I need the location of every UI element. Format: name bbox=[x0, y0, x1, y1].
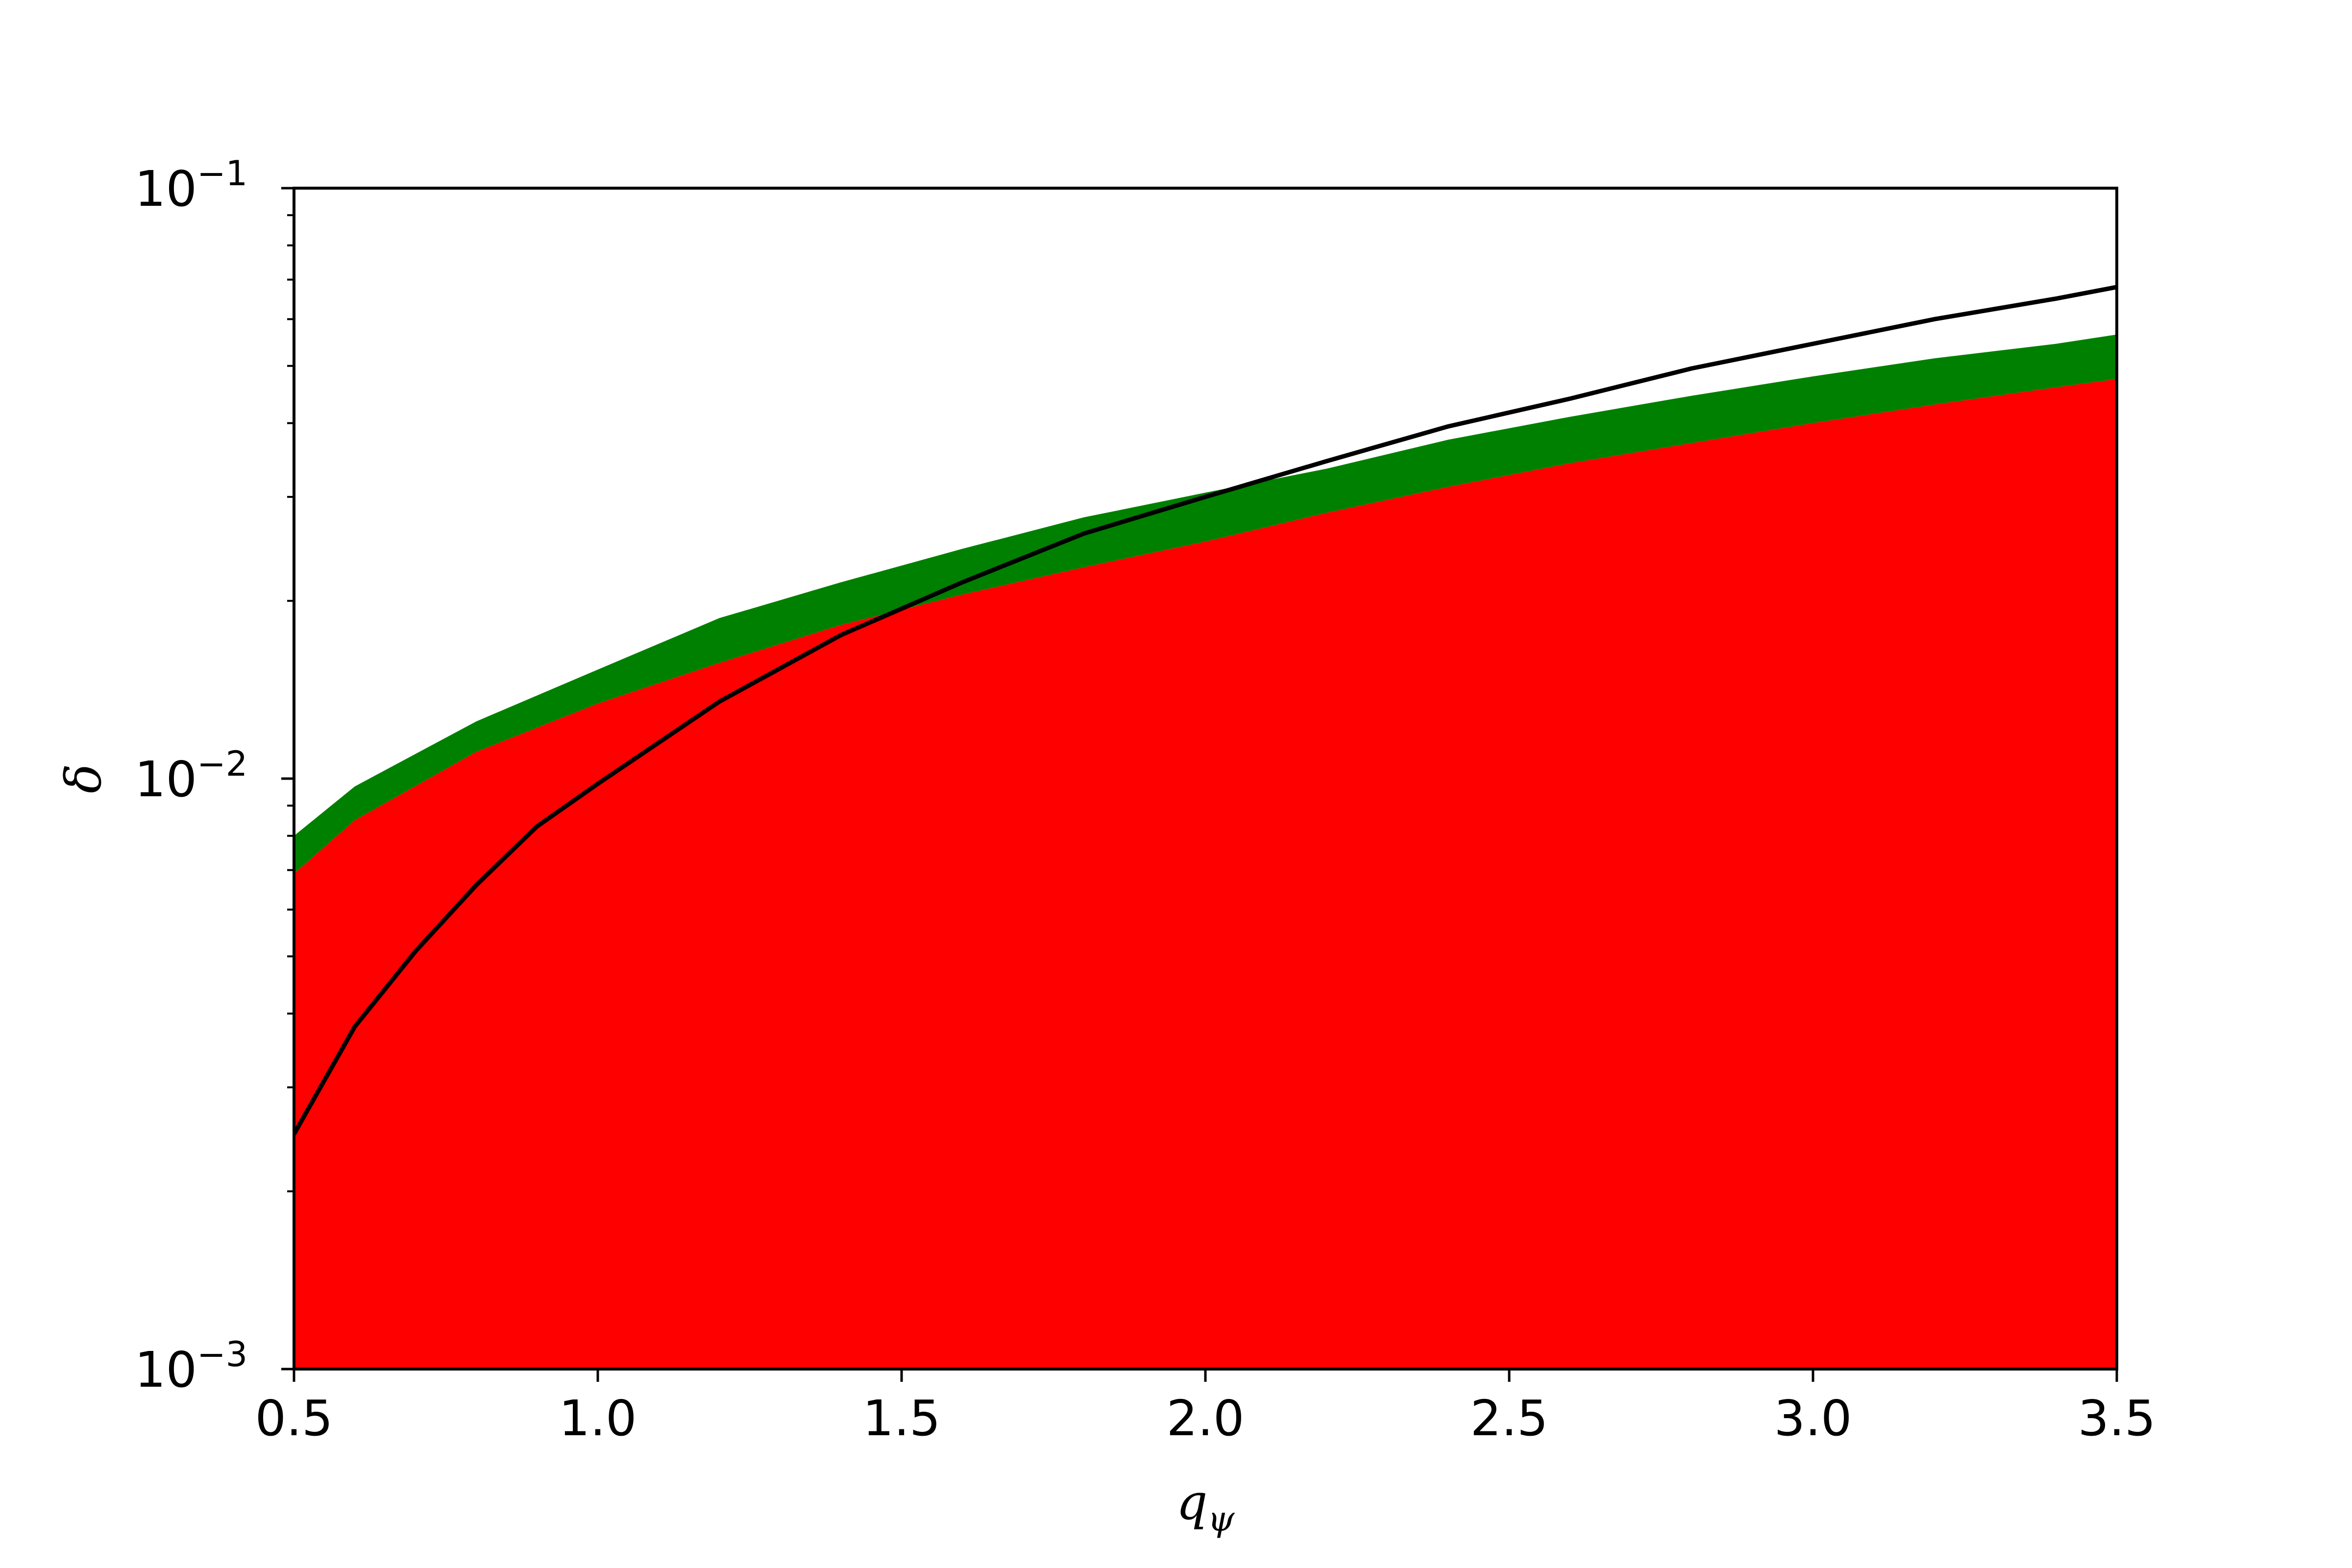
x-tick-label: 1.5 bbox=[862, 1390, 940, 1447]
x-tick-label: 0.5 bbox=[255, 1390, 333, 1447]
y-tick-label: 10−3 bbox=[135, 1334, 247, 1398]
plot-area bbox=[294, 285, 2117, 1369]
x-tick-label: 2.5 bbox=[1470, 1390, 1548, 1447]
x-tick-label: 1.0 bbox=[559, 1390, 637, 1447]
x-axis-label: qψ bbox=[1176, 1473, 1235, 1539]
axis-ticks bbox=[281, 187, 2118, 1382]
red-region bbox=[294, 379, 2117, 1369]
y-tick-label: 10−2 bbox=[135, 744, 247, 808]
green-band bbox=[294, 334, 2117, 874]
x-tick-label: 3.5 bbox=[2078, 1390, 2156, 1447]
y-tick-label: 10−1 bbox=[135, 153, 247, 218]
x-tick-label: 2.0 bbox=[1166, 1390, 1244, 1447]
x-tick-label: 3.0 bbox=[1774, 1390, 1852, 1447]
black-curve bbox=[294, 285, 2117, 1135]
y-axis-label: δ bbox=[55, 764, 112, 793]
axis-labels: 0.5 1.0 1.5 2.0 2.5 3.0 3.5 10−3 10−2 10−1 qψ δ bbox=[55, 153, 2156, 1539]
